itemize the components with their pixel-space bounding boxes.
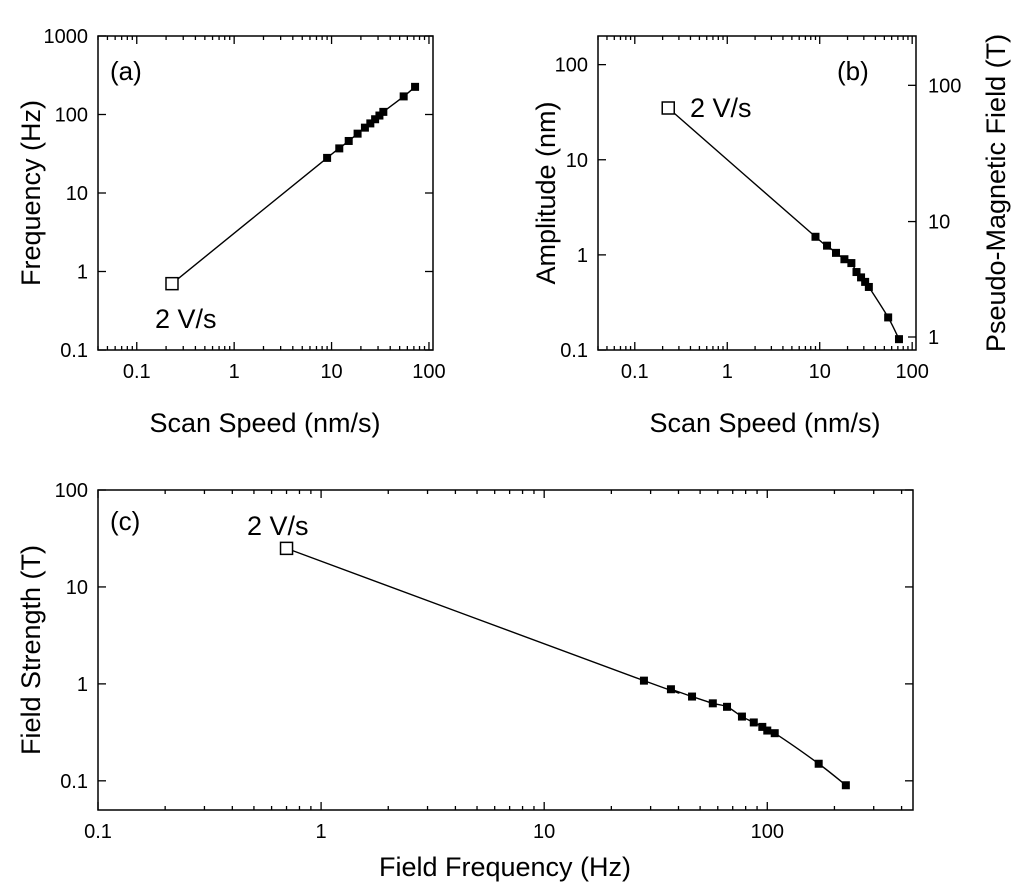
data-point — [811, 232, 820, 241]
x-tick-label: 1 — [316, 821, 327, 843]
data-point-open — [279, 541, 294, 556]
series-line — [286, 547, 847, 786]
data-point — [366, 119, 375, 128]
data-point — [360, 123, 369, 132]
data-point — [323, 153, 332, 162]
x-axis-title: Scan Speed (nm/s) — [149, 408, 380, 438]
data-point — [857, 273, 866, 282]
x-tick-label: 10 — [533, 821, 555, 843]
x-tick-label: 1 — [722, 361, 733, 383]
data-point — [831, 248, 840, 257]
data-point — [639, 676, 648, 685]
x-tick-label: 1 — [229, 361, 240, 383]
right-y-tick-label: 10 — [928, 212, 950, 234]
y-tick-label: 1 — [577, 245, 588, 267]
data-point — [847, 259, 856, 268]
panel-c-chart: 0.1 1 10 100 0.1 1 10 100 Field Frequency (Hz) Fi… — [16, 480, 914, 882]
y-tick-label: 1 — [77, 262, 88, 284]
data-point — [884, 313, 893, 322]
data-point — [823, 241, 832, 250]
x-tick-label: 10 — [320, 361, 342, 383]
data-point — [894, 335, 903, 344]
y-tick-label: 0.1 — [60, 340, 88, 362]
data-point — [335, 144, 344, 153]
data-point — [763, 726, 772, 735]
data-point-open — [165, 276, 179, 291]
y-tick-label: 1 — [77, 674, 88, 696]
plot-frame — [97, 489, 914, 811]
data-point — [840, 255, 849, 264]
data-point — [399, 92, 408, 101]
x-tick-label: 10 — [809, 361, 831, 383]
y-tick-label: 100 — [555, 55, 588, 77]
panel-a-chart: 0.1 1 10 100 0.1 1 10 100 1000 Scan Speed (nm/s) F… — [16, 26, 446, 438]
y-tick-label: 0.1 — [60, 771, 88, 793]
data-point — [344, 136, 353, 145]
data-point — [749, 718, 758, 727]
x-tick-label: 0.1 — [84, 821, 112, 843]
annotation-label: 2 V/s — [690, 93, 752, 123]
data-point — [688, 692, 697, 701]
data-point — [723, 702, 732, 711]
y-axis-title: Frequency (Hz) — [16, 100, 46, 286]
data-point-open — [661, 101, 675, 115]
y-tick-label: 100 — [55, 480, 88, 502]
data-point — [864, 282, 873, 291]
x-tick-label: 100 — [751, 821, 784, 843]
annotation-label: 2 V/s — [247, 511, 309, 541]
data-point — [353, 129, 362, 138]
y-tick-label: 100 — [55, 105, 88, 127]
right-y-tick-label: 1 — [928, 327, 939, 349]
data-point — [666, 685, 675, 694]
data-point — [770, 729, 779, 738]
y-tick-label: 10 — [566, 150, 588, 172]
annotation-label: 2 V/s — [155, 304, 217, 334]
plot-frame — [97, 35, 434, 351]
x-tick-label: 100 — [895, 361, 928, 383]
panel-label: (b) — [837, 56, 869, 86]
data-point — [411, 82, 420, 91]
x-axis-title: Field Frequency (Hz) — [379, 852, 631, 882]
x-tick-label: 100 — [412, 361, 445, 383]
y-tick-label: 0.1 — [560, 340, 588, 362]
y-axis-title: Field Strength (T) — [16, 545, 46, 755]
plot-frame — [597, 35, 917, 351]
data-point — [852, 268, 861, 277]
panel-label: (c) — [110, 506, 140, 536]
data-point — [379, 107, 388, 116]
y-tick-label: 10 — [66, 183, 88, 205]
y-axis-title: Amplitude (nm) — [531, 101, 561, 284]
x-axis-title: Scan Speed (nm/s) — [649, 408, 880, 438]
y-tick-label: 10 — [66, 577, 88, 599]
data-point — [841, 781, 850, 790]
x-tick-label: 0.1 — [123, 361, 151, 383]
data-point — [737, 712, 746, 721]
y-tick-label: 1000 — [44, 26, 89, 48]
right-y-tick-label: 100 — [928, 75, 961, 97]
x-tick-label: 0.1 — [621, 361, 649, 383]
right-y-axis-title: Pseudo-Magnetic Field (T) — [981, 34, 1011, 352]
series-line — [667, 107, 900, 340]
panel-label: (a) — [110, 56, 142, 86]
data-point — [814, 759, 823, 768]
data-point — [708, 699, 717, 708]
